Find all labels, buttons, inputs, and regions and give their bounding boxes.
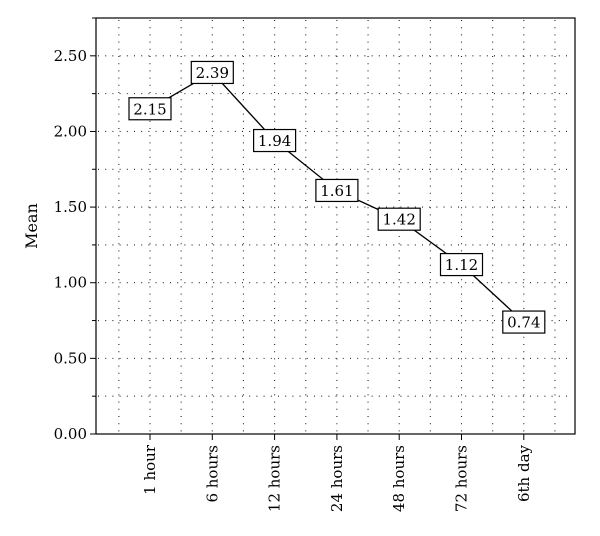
data-label-group: 1.12 (439, 252, 484, 277)
y-tick-label: 0.50 (54, 349, 87, 367)
data-label-box (315, 178, 359, 203)
data-label-group: 0.74 (502, 310, 546, 334)
x-tick-label: 72 hours (453, 445, 471, 512)
y-axis-title: Mean (22, 203, 41, 249)
data-label-box (128, 97, 172, 121)
y-tick-label: 0.00 (54, 425, 87, 443)
data-label-group: 2.39 (190, 60, 234, 85)
y-tick-label: 2.50 (54, 47, 87, 65)
x-axis: 1 hour 6 hours 12 hours 24 hours 48 hours 72 … (141, 434, 533, 512)
data-label-group: 1.42 (377, 207, 421, 231)
data-label: 1.94 (258, 132, 291, 150)
data-label-box (502, 310, 546, 334)
x-tick-label: 24 hours (328, 445, 346, 512)
y-axis: 0.00 0.50 1.00 1.50 2.00 2.50 (54, 17, 96, 443)
y-tick-label: 1.50 (54, 198, 87, 216)
data-label-box (439, 252, 484, 277)
x-tick-label: 6 hours (203, 445, 221, 503)
data-label: 0.74 (507, 314, 540, 332)
data-label: 2.39 (196, 64, 229, 82)
x-tick-label: 6th day (515, 444, 533, 502)
data-label-group: 1.61 (315, 178, 359, 203)
x-tick-label: 1 hour (141, 444, 159, 495)
data-label: 2.15 (133, 100, 166, 118)
data-label-box (253, 128, 297, 153)
data-labels: 2.15 2.39 1.94 1.61 1.42 1.12 0.74 (128, 60, 546, 334)
data-label: 1.42 (382, 211, 415, 229)
x-tick-label: 12 hours (266, 445, 284, 512)
data-label-box (190, 60, 234, 85)
data-label-group: 2.15 (128, 97, 172, 121)
plot-frame (95, 17, 576, 435)
grid (98, 17, 573, 432)
data-label-box (377, 207, 421, 231)
y-tick-label: 1.00 (54, 274, 87, 292)
data-label-group: 1.94 (253, 128, 297, 153)
y-tick-label: 2.00 (54, 122, 87, 140)
data-label: 1.12 (445, 256, 478, 274)
x-tick-label: 48 hours (390, 445, 408, 512)
data-label: 1.61 (320, 182, 353, 200)
